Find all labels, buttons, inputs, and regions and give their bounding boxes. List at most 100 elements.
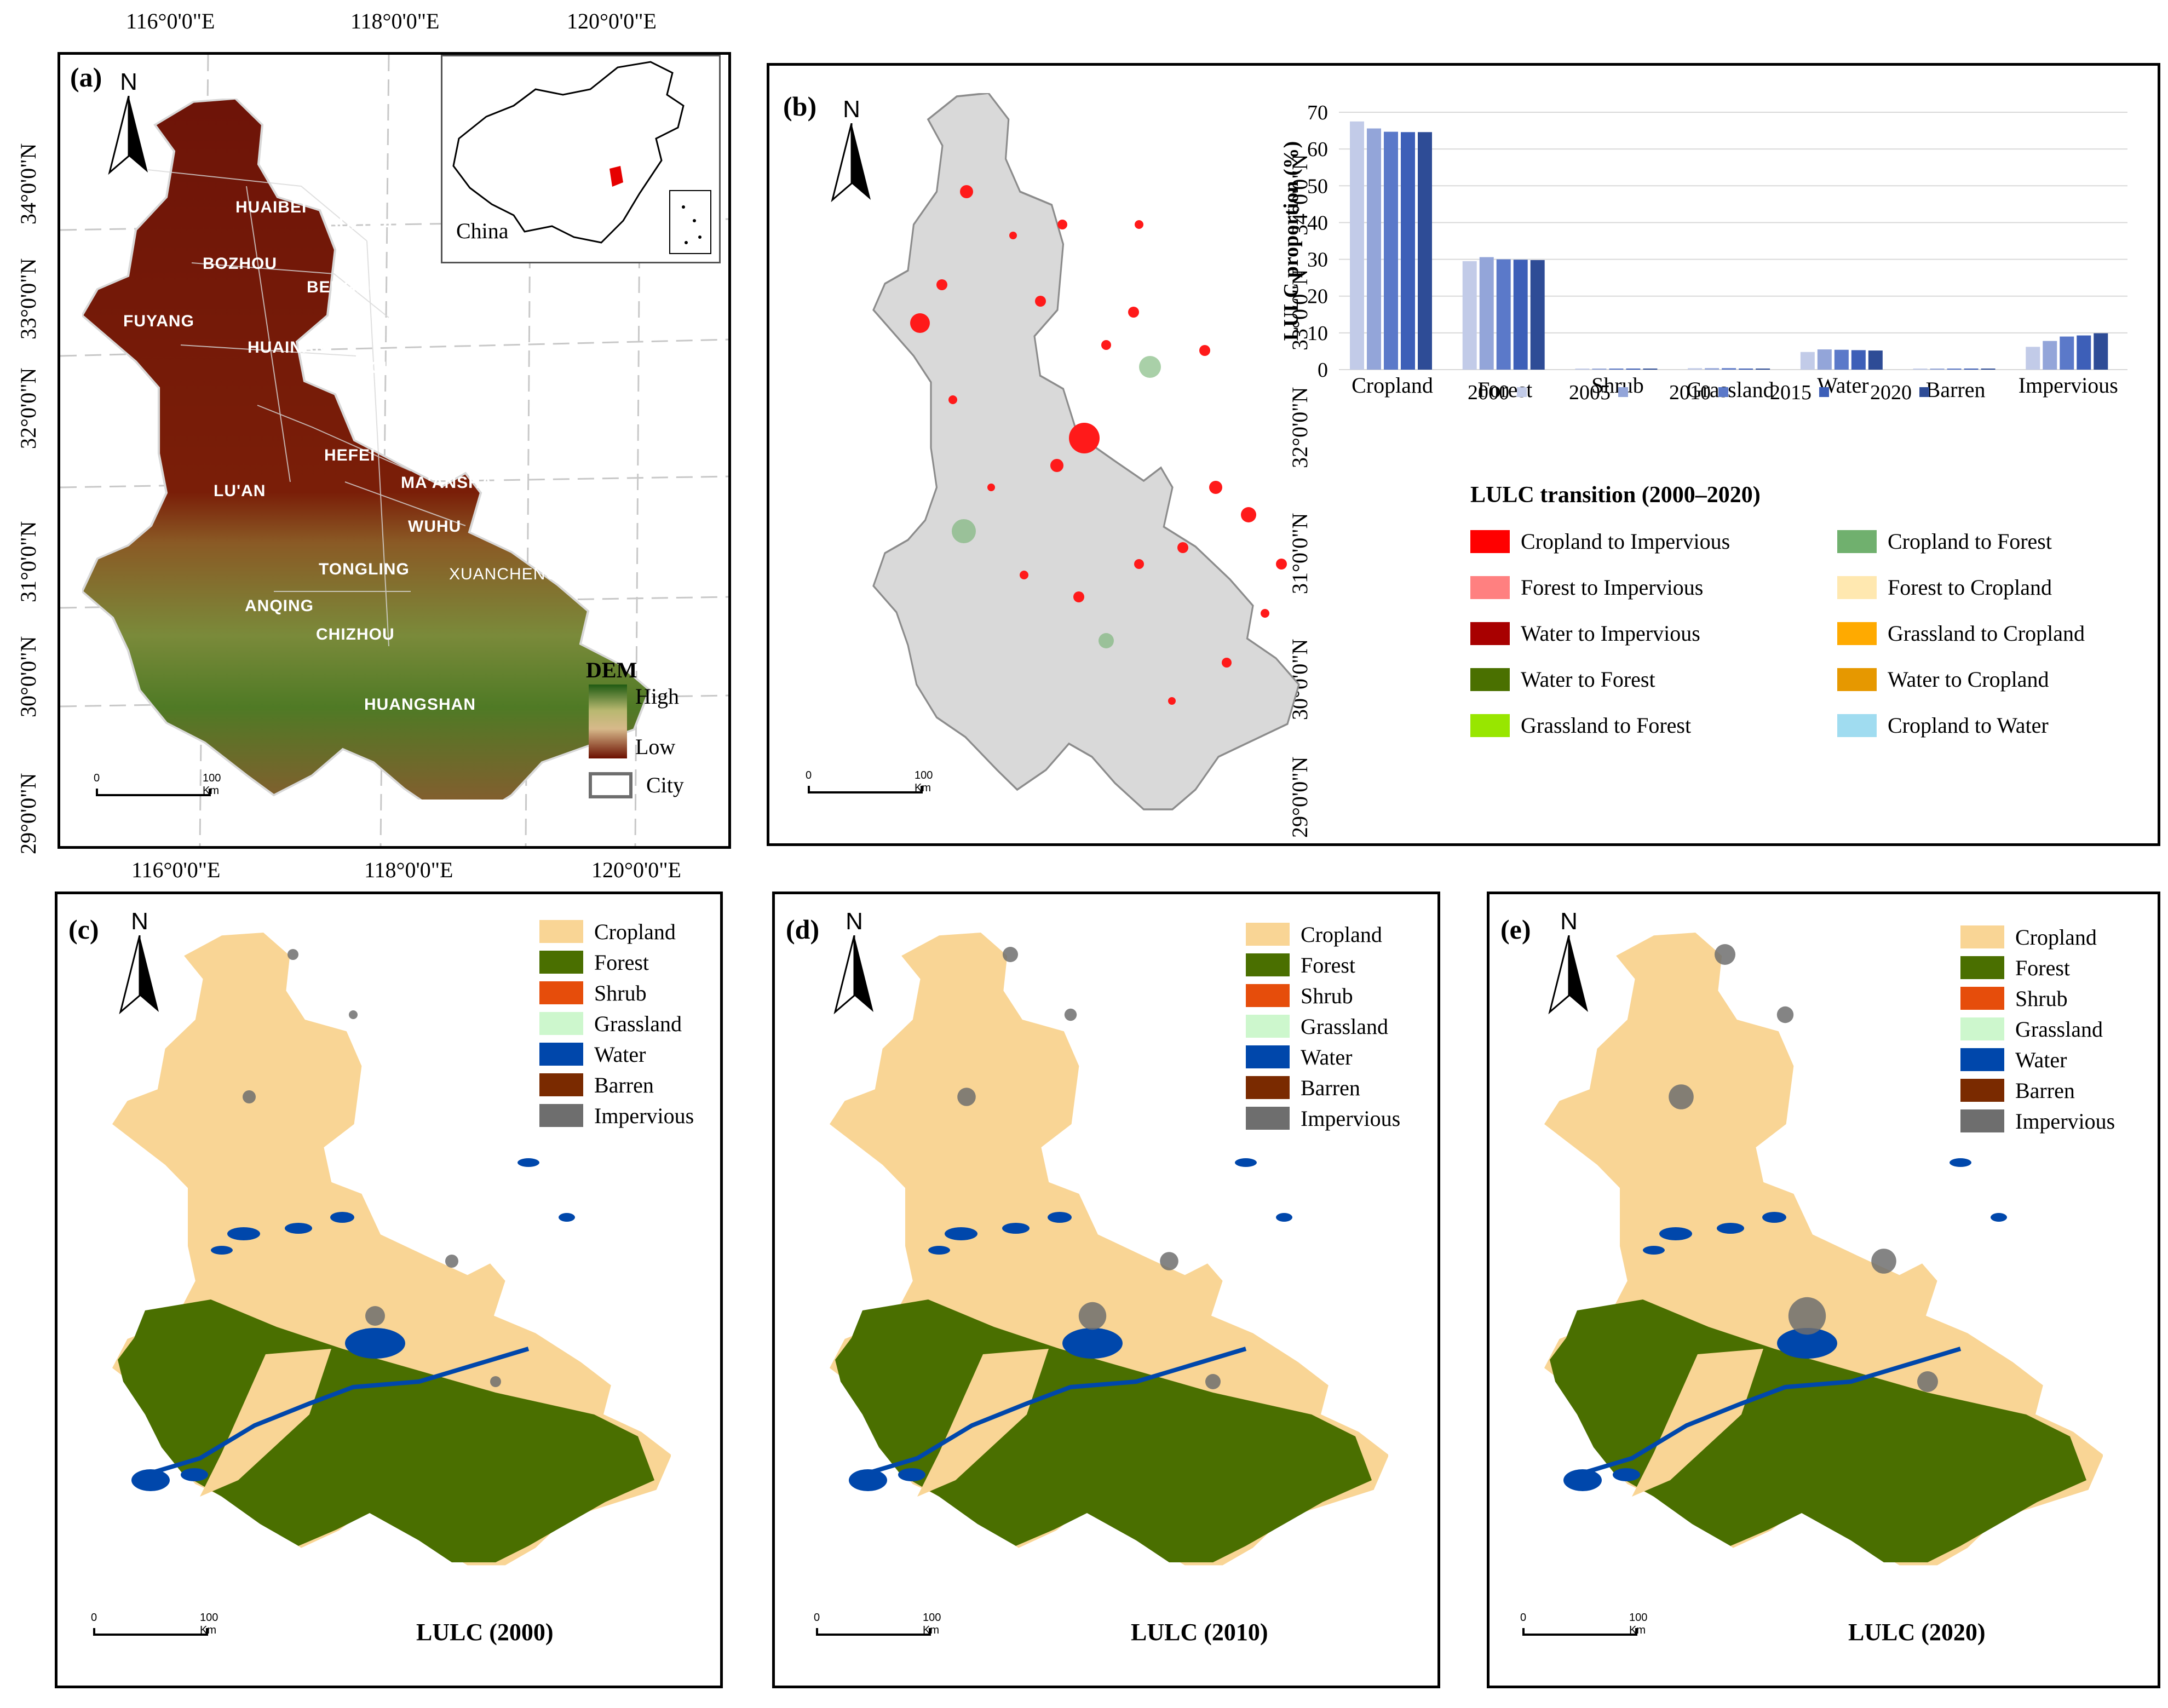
legend-swatch: [1246, 1015, 1290, 1038]
impervious-patch: [1205, 1374, 1221, 1389]
transition-map-shape: [872, 93, 1300, 810]
bar-impervious-2005: [2043, 341, 2057, 370]
impervious-patch: [287, 949, 298, 960]
x-tick-label-cropland: Cropland: [1352, 373, 1433, 398]
bar-grassland-2000: [1688, 368, 1703, 370]
y-tick-label-40: 40: [1307, 211, 1328, 234]
lat-label-29: 29°0'0"N: [16, 773, 41, 854]
legend-label: Impervious: [2015, 1108, 2115, 1134]
panel-a-label: (a): [70, 62, 102, 93]
scale-distance: 100 Km: [915, 769, 933, 794]
bottom-lon-label-120: 120°0'0"E: [591, 858, 681, 882]
y-tick-label-30: 30: [1307, 249, 1328, 272]
city-label-wuhu: WUHU: [408, 517, 462, 536]
legend-label: Forest: [1301, 952, 1355, 977]
x-tick-label-shrub: Shrub: [1591, 373, 1644, 398]
water-body: [1643, 1246, 1665, 1255]
legend-label: Barren: [594, 1072, 654, 1097]
transition-legend-title: LULC transition (2000–2020): [1470, 482, 1761, 508]
lulc-legend-item-forest: Forest: [1246, 950, 1400, 980]
bar-grassland-2015: [1739, 368, 1753, 370]
lat-label-34: 34°0'0"N: [16, 143, 41, 225]
legend-swatch: [539, 1073, 583, 1096]
bar-barren-2000: [1913, 368, 1928, 370]
map-title-d: LULC (2010): [1131, 1619, 1268, 1646]
legend-label: Water: [2015, 1047, 2067, 1072]
legend-swatch: [1960, 1017, 2004, 1040]
legend-label: Water: [1301, 1044, 1353, 1069]
lulc-legend-item-grassland: Grassland: [539, 1008, 694, 1039]
bar-forest-2010: [1496, 259, 1511, 370]
map-title-e: LULC (2020): [1848, 1619, 1986, 1646]
lulc-legend-item-cropland: Cropland: [539, 916, 694, 947]
city-label-huainan: HUAINAN: [248, 338, 327, 356]
year-legend-2015: 2015: [1770, 381, 1829, 405]
north-arrow-icon: [833, 935, 873, 1015]
city-label-xuancheng: XUANCHENG: [449, 565, 559, 583]
legend-label: Impervious: [1301, 1106, 1401, 1131]
impervious-patch: [1776, 1006, 1794, 1023]
city-label-huaibei: HUAIBEI: [235, 198, 307, 216]
lulc-legend-item-shrub: Shrub: [1960, 983, 2115, 1014]
bar-forest-2000: [1462, 261, 1477, 370]
legend-swatch: [1470, 714, 1510, 737]
legend-label: Shrub: [1301, 983, 1353, 1008]
bar-forest-2015: [1513, 260, 1528, 370]
scale-distance: 100 Km: [923, 1612, 941, 1636]
water-body: [1613, 1468, 1640, 1481]
legend-label: Cropland: [2015, 924, 2097, 950]
bar-shrub-2020: [1643, 368, 1658, 370]
water-body: [211, 1246, 233, 1255]
legend-swatch: [1837, 576, 1877, 599]
lulc-legend-item-water: Water: [539, 1039, 694, 1069]
bar-cropland-2005: [1367, 128, 1381, 370]
transition-legend-item: Grassland to Cropland: [1837, 620, 2085, 646]
legend-swatch: [1837, 622, 1877, 645]
year-legend-2010: 2010: [1669, 381, 1728, 405]
lulc-legend-d: Cropland Forest Shrub Grassland Water Barren I…: [1246, 919, 1400, 1134]
bar-barren-2015: [1964, 368, 1979, 370]
legend-label: Forest: [594, 950, 649, 975]
legend-swatch: [1246, 1076, 1290, 1099]
legend-label: Cropland to Impervious: [1521, 529, 1730, 554]
panel-e-label: (e): [1500, 914, 1531, 945]
scale-bar-a: 0 100 Km: [94, 772, 221, 805]
legend-swatch: [1837, 530, 1877, 553]
legend-label: Cropland to Water: [1888, 713, 2049, 738]
legend-swatch: [1246, 984, 1290, 1007]
legend-label: Cropland to Forest: [1888, 529, 2052, 554]
impervious-patch: [1003, 947, 1018, 962]
legend-label: Grassland to Cropland: [1888, 621, 2085, 646]
top-lon-label-116: 116°0'0"E: [126, 9, 215, 33]
bar-grassland-2010: [1722, 368, 1736, 370]
chaohu-lake: [1062, 1328, 1123, 1359]
city-label-huangshan: HUANGSHAN: [364, 695, 476, 714]
bar-forest-2005: [1479, 257, 1494, 370]
city-label-bozhou: BOZHOU: [203, 255, 277, 273]
scale-bar-b: 0 100 Km: [806, 769, 933, 802]
legend-swatch: [1246, 953, 1290, 976]
year-legend-2020: 2020: [1870, 381, 1929, 405]
water-body: [517, 1158, 539, 1167]
legend-swatch: [1960, 987, 2004, 1010]
north-arrow-e: N: [1547, 908, 1591, 1017]
top-lon-label-118: 118°0'0"E: [350, 9, 440, 33]
bar-cropland-2015: [1401, 132, 1415, 370]
north-arrow-icon: [1548, 935, 1588, 1015]
legend-label: Grassland to Forest: [1521, 713, 1692, 738]
north-arrow-icon: [108, 96, 148, 175]
top-lon-label-120: 120°0'0"E: [567, 9, 657, 33]
legend-label: Grassland: [1301, 1014, 1388, 1039]
legend-label: Shrub: [2015, 986, 2068, 1011]
water-body: [227, 1227, 260, 1240]
legend-swatch: [1246, 923, 1290, 946]
transition-legend-item: Cropland to Impervious: [1470, 528, 1730, 554]
transition-legend-item: Water to Impervious: [1470, 620, 1700, 646]
water-body: [1762, 1212, 1786, 1223]
water-body: [945, 1227, 977, 1240]
transition-legend-item: Water to Forest: [1470, 666, 1655, 692]
impervious-patch: [365, 1306, 385, 1326]
legend-swatch: [1960, 925, 2004, 948]
x-tick-label-barren: Barren: [1926, 377, 1986, 402]
impervious-patch: [1064, 1008, 1077, 1021]
